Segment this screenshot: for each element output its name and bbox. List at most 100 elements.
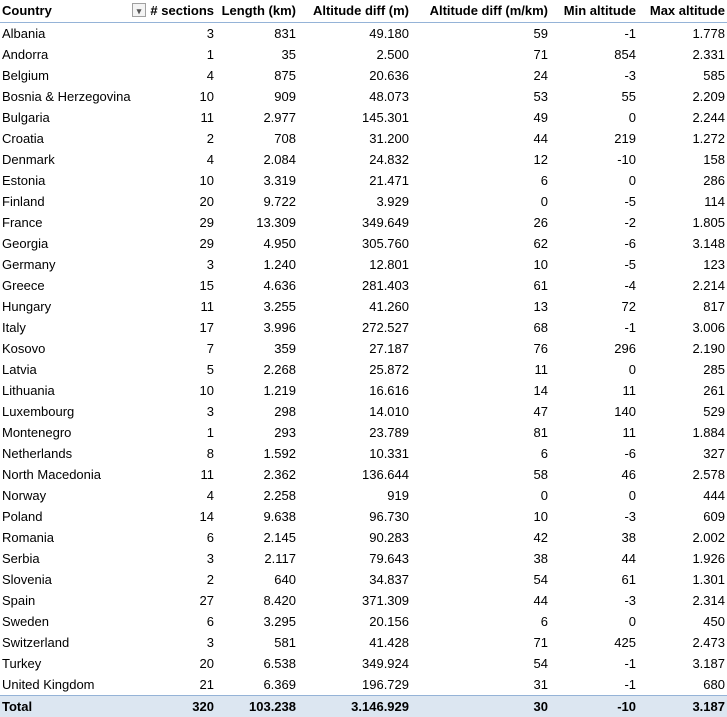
cell-sections[interactable]: 2 — [148, 128, 216, 149]
cell-length[interactable]: 13.309 — [216, 212, 298, 233]
cell-min-altitude[interactable]: 44 — [550, 548, 638, 569]
cell-altitude-diff[interactable]: 10.331 — [298, 443, 411, 464]
cell-max-altitude[interactable]: 261 — [638, 380, 727, 401]
cell-sections[interactable]: 4 — [148, 149, 216, 170]
cell-altitude-diff[interactable]: 48.073 — [298, 86, 411, 107]
cell-length[interactable]: 3.295 — [216, 611, 298, 632]
cell-length[interactable]: 1.219 — [216, 380, 298, 401]
cell-altitude-diff[interactable]: 919 — [298, 485, 411, 506]
cell-altitude-diff-per-km[interactable]: 59 — [411, 23, 550, 45]
cell-length[interactable]: 103.238 — [216, 696, 298, 717]
cell-min-altitude[interactable]: -4 — [550, 275, 638, 296]
cell-altitude-diff-per-km[interactable]: 14 — [411, 380, 550, 401]
cell-min-altitude[interactable]: -1 — [550, 317, 638, 338]
cell-altitude-diff-per-km[interactable]: 12 — [411, 149, 550, 170]
cell-country[interactable]: Germany — [0, 254, 148, 275]
cell-country[interactable]: Georgia — [0, 233, 148, 254]
cell-length[interactable]: 875 — [216, 65, 298, 86]
cell-country[interactable]: Montenegro — [0, 422, 148, 443]
cell-altitude-diff[interactable]: 145.301 — [298, 107, 411, 128]
cell-altitude-diff[interactable]: 20.636 — [298, 65, 411, 86]
cell-altitude-diff-per-km[interactable]: 10 — [411, 254, 550, 275]
cell-altitude-diff-per-km[interactable]: 54 — [411, 653, 550, 674]
cell-altitude-diff-per-km[interactable]: 0 — [411, 191, 550, 212]
cell-min-altitude[interactable]: -10 — [550, 149, 638, 170]
cell-max-altitude[interactable]: 114 — [638, 191, 727, 212]
cell-max-altitude[interactable]: 585 — [638, 65, 727, 86]
cell-min-altitude[interactable]: 219 — [550, 128, 638, 149]
cell-country[interactable]: Switzerland — [0, 632, 148, 653]
cell-sections[interactable]: 11 — [148, 296, 216, 317]
cell-altitude-diff[interactable]: 14.010 — [298, 401, 411, 422]
cell-altitude-diff-per-km[interactable]: 38 — [411, 548, 550, 569]
cell-country[interactable]: Croatia — [0, 128, 148, 149]
cell-altitude-diff-per-km[interactable]: 68 — [411, 317, 550, 338]
cell-sections[interactable]: 7 — [148, 338, 216, 359]
cell-max-altitude[interactable]: 1.926 — [638, 548, 727, 569]
cell-max-altitude[interactable]: 285 — [638, 359, 727, 380]
cell-country[interactable]: Kosovo — [0, 338, 148, 359]
cell-length[interactable]: 9.638 — [216, 506, 298, 527]
cell-altitude-diff-per-km[interactable]: 76 — [411, 338, 550, 359]
cell-max-altitude[interactable]: 609 — [638, 506, 727, 527]
cell-altitude-diff-per-km[interactable]: 47 — [411, 401, 550, 422]
cell-min-altitude[interactable]: 46 — [550, 464, 638, 485]
cell-altitude-diff[interactable]: 136.644 — [298, 464, 411, 485]
cell-length[interactable]: 1.592 — [216, 443, 298, 464]
cell-length[interactable]: 1.240 — [216, 254, 298, 275]
cell-altitude-diff-per-km[interactable]: 53 — [411, 86, 550, 107]
cell-country[interactable]: Norway — [0, 485, 148, 506]
cell-altitude-diff[interactable]: 16.616 — [298, 380, 411, 401]
cell-altitude-diff[interactable]: 41.260 — [298, 296, 411, 317]
cell-altitude-diff[interactable]: 41.428 — [298, 632, 411, 653]
cell-length[interactable]: 3.319 — [216, 170, 298, 191]
cell-length[interactable]: 3.996 — [216, 317, 298, 338]
cell-country[interactable]: United Kingdom — [0, 674, 148, 696]
cell-altitude-diff-per-km[interactable]: 6 — [411, 611, 550, 632]
cell-sections[interactable]: 5 — [148, 359, 216, 380]
cell-altitude-diff[interactable]: 371.309 — [298, 590, 411, 611]
cell-max-altitude[interactable]: 2.214 — [638, 275, 727, 296]
cell-country[interactable]: Serbia — [0, 548, 148, 569]
cell-min-altitude[interactable]: -6 — [550, 443, 638, 464]
cell-country[interactable]: Latvia — [0, 359, 148, 380]
cell-altitude-diff-per-km[interactable]: 30 — [411, 696, 550, 717]
cell-min-altitude[interactable]: -5 — [550, 254, 638, 275]
cell-length[interactable]: 831 — [216, 23, 298, 45]
cell-max-altitude[interactable]: 1.272 — [638, 128, 727, 149]
cell-length[interactable]: 6.369 — [216, 674, 298, 696]
cell-altitude-diff[interactable]: 25.872 — [298, 359, 411, 380]
cell-altitude-diff[interactable]: 305.760 — [298, 233, 411, 254]
cell-country[interactable]: Albania — [0, 23, 148, 45]
header-min-altitude[interactable]: Min altitude — [550, 0, 638, 23]
cell-min-altitude[interactable]: 55 — [550, 86, 638, 107]
cell-min-altitude[interactable]: 0 — [550, 485, 638, 506]
cell-min-altitude[interactable]: 0 — [550, 170, 638, 191]
cell-country[interactable]: Denmark — [0, 149, 148, 170]
cell-length[interactable]: 2.362 — [216, 464, 298, 485]
cell-altitude-diff-per-km[interactable]: 10 — [411, 506, 550, 527]
cell-sections[interactable]: 27 — [148, 590, 216, 611]
cell-max-altitude[interactable]: 123 — [638, 254, 727, 275]
cell-altitude-diff-per-km[interactable]: 6 — [411, 170, 550, 191]
cell-sections[interactable]: 29 — [148, 212, 216, 233]
cell-min-altitude[interactable]: 0 — [550, 611, 638, 632]
cell-sections[interactable]: 10 — [148, 380, 216, 401]
cell-min-altitude[interactable]: 72 — [550, 296, 638, 317]
cell-sections[interactable]: 3 — [148, 632, 216, 653]
cell-max-altitude[interactable]: 1.301 — [638, 569, 727, 590]
cell-length[interactable]: 2.268 — [216, 359, 298, 380]
cell-max-altitude[interactable]: 2.314 — [638, 590, 727, 611]
cell-min-altitude[interactable]: 425 — [550, 632, 638, 653]
cell-max-altitude[interactable]: 2.473 — [638, 632, 727, 653]
cell-altitude-diff[interactable]: 34.837 — [298, 569, 411, 590]
cell-altitude-diff-per-km[interactable]: 71 — [411, 44, 550, 65]
cell-country[interactable]: Romania — [0, 527, 148, 548]
cell-length[interactable]: 909 — [216, 86, 298, 107]
cell-altitude-diff-per-km[interactable]: 0 — [411, 485, 550, 506]
cell-sections[interactable]: 17 — [148, 317, 216, 338]
cell-altitude-diff-per-km[interactable]: 44 — [411, 590, 550, 611]
cell-sections[interactable]: 29 — [148, 233, 216, 254]
cell-max-altitude[interactable]: 680 — [638, 674, 727, 696]
cell-altitude-diff[interactable]: 2.500 — [298, 44, 411, 65]
